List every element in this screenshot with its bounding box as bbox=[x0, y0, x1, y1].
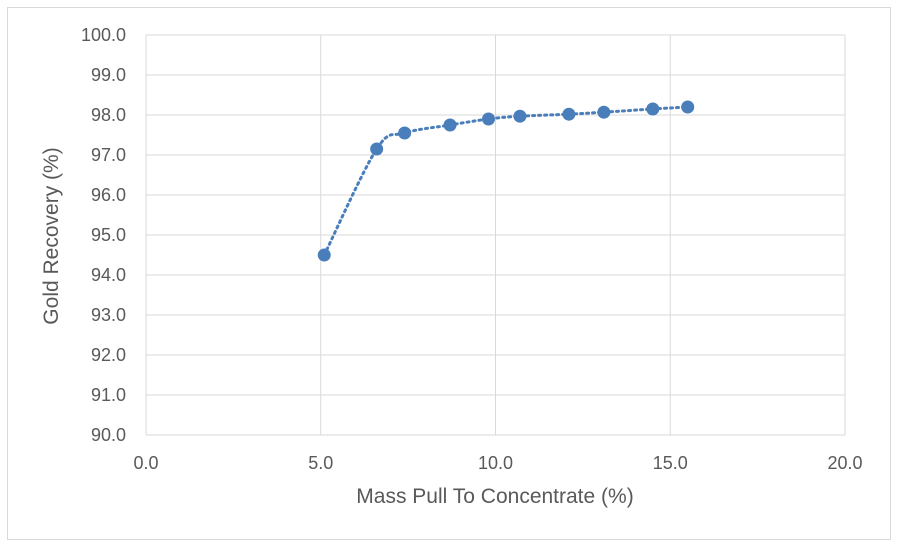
x-tick-label: 10.0 bbox=[478, 453, 513, 473]
x-tick-label: 0.0 bbox=[133, 453, 158, 473]
y-tick-label: 91.0 bbox=[91, 385, 126, 405]
data-point-6 bbox=[562, 107, 576, 121]
data-point-0 bbox=[317, 248, 331, 262]
y-tick-label: 99.0 bbox=[91, 65, 126, 85]
y-axis-title: Gold Recovery (%) bbox=[40, 147, 63, 324]
x-tick-label: 5.0 bbox=[308, 453, 333, 473]
y-tick-label: 100.0 bbox=[81, 25, 126, 45]
data-point-4 bbox=[482, 112, 496, 126]
data-point-2 bbox=[398, 126, 412, 140]
data-point-9 bbox=[681, 100, 695, 114]
x-axis-title: Mass Pull To Concentrate (%) bbox=[356, 485, 633, 508]
y-tick-label: 98.0 bbox=[91, 105, 126, 125]
data-point-1 bbox=[370, 142, 384, 156]
data-point-3 bbox=[443, 118, 457, 132]
data-point-7 bbox=[597, 105, 611, 119]
x-tick-label: 15.0 bbox=[653, 453, 688, 473]
y-tick-label: 93.0 bbox=[91, 305, 126, 325]
data-points bbox=[317, 100, 695, 262]
x-tick-labels: 0.0 5.0 10.0 15.0 20.0 bbox=[133, 453, 862, 473]
series-trendline bbox=[322, 105, 690, 257]
y-tick-label: 97.0 bbox=[91, 145, 126, 165]
grid bbox=[145, 34, 846, 436]
y-tick-label: 96.0 bbox=[91, 185, 126, 205]
y-tick-label: 92.0 bbox=[91, 345, 126, 365]
chart-frame bbox=[7, 7, 891, 540]
y-tick-label: 95.0 bbox=[91, 225, 126, 245]
data-point-5 bbox=[513, 109, 527, 123]
y-tick-label: 90.0 bbox=[91, 425, 126, 445]
y-tick-labels: 90.0 91.0 92.0 93.0 94.0 95.0 96.0 97.0 98.0 99.0… bbox=[81, 25, 126, 445]
y-tick-label: 94.0 bbox=[91, 265, 126, 285]
data-point-8 bbox=[646, 102, 660, 116]
x-tick-label: 20.0 bbox=[827, 453, 862, 473]
